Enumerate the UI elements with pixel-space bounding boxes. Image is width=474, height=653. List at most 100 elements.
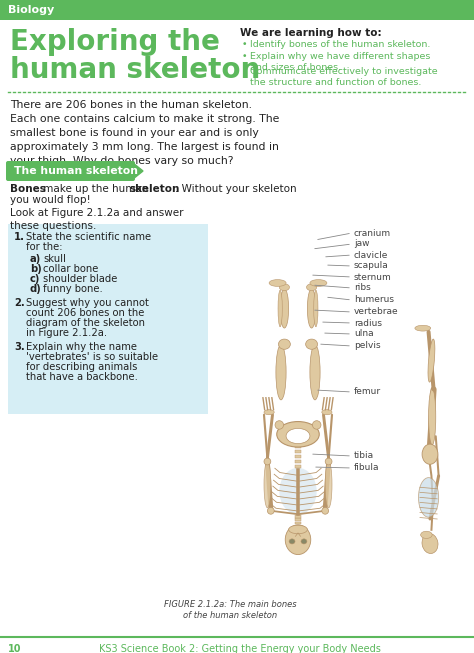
Ellipse shape	[289, 539, 295, 544]
Text: vertebrae: vertebrae	[354, 308, 399, 317]
Text: jaw: jaw	[354, 240, 370, 249]
Bar	[295, 522, 301, 524]
Ellipse shape	[325, 458, 332, 465]
Bar	[295, 454, 301, 458]
Ellipse shape	[415, 325, 431, 331]
Bar	[295, 460, 301, 463]
Text: Biology: Biology	[8, 5, 54, 15]
Text: pelvis: pelvis	[354, 342, 381, 351]
Ellipse shape	[269, 279, 286, 287]
Ellipse shape	[419, 477, 438, 517]
Text: human skeleton: human skeleton	[10, 56, 260, 84]
Ellipse shape	[264, 461, 271, 508]
Text: clavicle: clavicle	[354, 251, 388, 259]
Ellipse shape	[267, 507, 274, 514]
Text: . Without your skeleton: . Without your skeleton	[175, 184, 297, 194]
Text: Explain why the name: Explain why the name	[26, 342, 137, 352]
Text: humerus: humerus	[354, 296, 394, 304]
Text: •: •	[242, 52, 247, 61]
Text: for describing animals: for describing animals	[26, 362, 137, 372]
Ellipse shape	[322, 409, 332, 415]
Text: 2.: 2.	[14, 298, 25, 308]
Text: Communicate effectively to investigate
the structure and function of bones.: Communicate effectively to investigate t…	[250, 67, 438, 87]
Ellipse shape	[264, 458, 271, 465]
Text: scapula: scapula	[354, 261, 389, 270]
Text: skull: skull	[43, 254, 66, 264]
Ellipse shape	[264, 409, 274, 415]
Text: •: •	[242, 40, 247, 49]
Ellipse shape	[279, 284, 290, 291]
Ellipse shape	[306, 339, 318, 349]
Text: a): a)	[30, 254, 41, 264]
Ellipse shape	[286, 428, 310, 443]
Text: count 206 bones on the: count 206 bones on the	[26, 308, 145, 318]
Bar	[295, 445, 301, 448]
Text: We are learning how to:: We are learning how to:	[240, 28, 382, 38]
Ellipse shape	[285, 525, 311, 554]
Bar	[0, 0, 474, 20]
Text: funny bone.: funny bone.	[43, 284, 103, 294]
Text: KS3 Science Book 2: Getting the Energy your Body Needs: KS3 Science Book 2: Getting the Energy y…	[99, 644, 381, 653]
Ellipse shape	[322, 507, 328, 514]
Text: skeleton: skeleton	[130, 184, 181, 194]
Ellipse shape	[310, 279, 327, 287]
Ellipse shape	[428, 339, 435, 382]
Bar	[8, 224, 208, 414]
Ellipse shape	[301, 539, 307, 544]
Text: radius: radius	[354, 319, 382, 328]
Text: 10: 10	[8, 644, 21, 653]
Text: you would flop!: you would flop!	[10, 195, 91, 205]
Text: There are 206 bones in the human skeleton.
Each one contains calcium to make it : There are 206 bones in the human skeleto…	[10, 100, 279, 166]
Text: Look at Figure 2.1.2a and answer
these questions.: Look at Figure 2.1.2a and answer these q…	[10, 208, 183, 231]
Text: •: •	[242, 67, 247, 76]
Text: The human skeleton: The human skeleton	[14, 166, 138, 176]
Ellipse shape	[277, 422, 319, 447]
Text: Exploring the: Exploring the	[10, 28, 220, 56]
Text: cranium: cranium	[354, 229, 391, 238]
Ellipse shape	[314, 290, 318, 326]
Text: Suggest why you cannot: Suggest why you cannot	[26, 298, 149, 308]
Text: 3.: 3.	[14, 342, 25, 352]
Text: in Figure 2.1.2a.: in Figure 2.1.2a.	[26, 328, 107, 338]
Text: for the:: for the:	[26, 242, 63, 252]
Ellipse shape	[428, 389, 436, 445]
Text: ulna: ulna	[354, 330, 374, 338]
Ellipse shape	[279, 468, 317, 515]
Text: Bones: Bones	[10, 184, 46, 194]
Ellipse shape	[280, 289, 289, 328]
Text: ribs: ribs	[354, 283, 371, 293]
Text: tibia: tibia	[354, 451, 374, 460]
Bar	[295, 450, 301, 453]
Text: femur: femur	[354, 387, 381, 396]
Ellipse shape	[420, 532, 432, 539]
Text: diagram of the skeleton: diagram of the skeleton	[26, 318, 145, 328]
Text: d): d)	[30, 284, 42, 294]
Ellipse shape	[422, 534, 438, 554]
Ellipse shape	[325, 461, 332, 508]
Ellipse shape	[307, 284, 317, 291]
Ellipse shape	[275, 421, 283, 429]
Ellipse shape	[278, 290, 283, 326]
Text: make up the human: make up the human	[40, 184, 152, 194]
Ellipse shape	[312, 421, 321, 429]
Text: FIGURE 2.1.2a: The main bones
of the human skeleton: FIGURE 2.1.2a: The main bones of the hum…	[164, 600, 296, 620]
Bar	[295, 518, 301, 521]
Text: Explain why we have different shapes
and sizes of bones.: Explain why we have different shapes and…	[250, 52, 430, 72]
Text: c): c)	[30, 274, 40, 284]
Text: Identify bones of the human skeleton.: Identify bones of the human skeleton.	[250, 40, 430, 49]
Ellipse shape	[289, 525, 307, 534]
Text: b): b)	[30, 264, 42, 274]
Ellipse shape	[310, 345, 320, 400]
Text: that have a backbone.: that have a backbone.	[26, 372, 138, 382]
Text: collar bone: collar bone	[43, 264, 99, 274]
Text: sternum: sternum	[354, 272, 392, 281]
Text: fibula: fibula	[354, 464, 380, 473]
Bar	[295, 515, 301, 518]
Ellipse shape	[276, 345, 286, 400]
Polygon shape	[133, 163, 143, 179]
Text: State the scientific name: State the scientific name	[26, 232, 151, 242]
Bar	[295, 465, 301, 468]
Ellipse shape	[307, 289, 316, 328]
Ellipse shape	[422, 444, 438, 464]
Text: 1.: 1.	[14, 232, 25, 242]
